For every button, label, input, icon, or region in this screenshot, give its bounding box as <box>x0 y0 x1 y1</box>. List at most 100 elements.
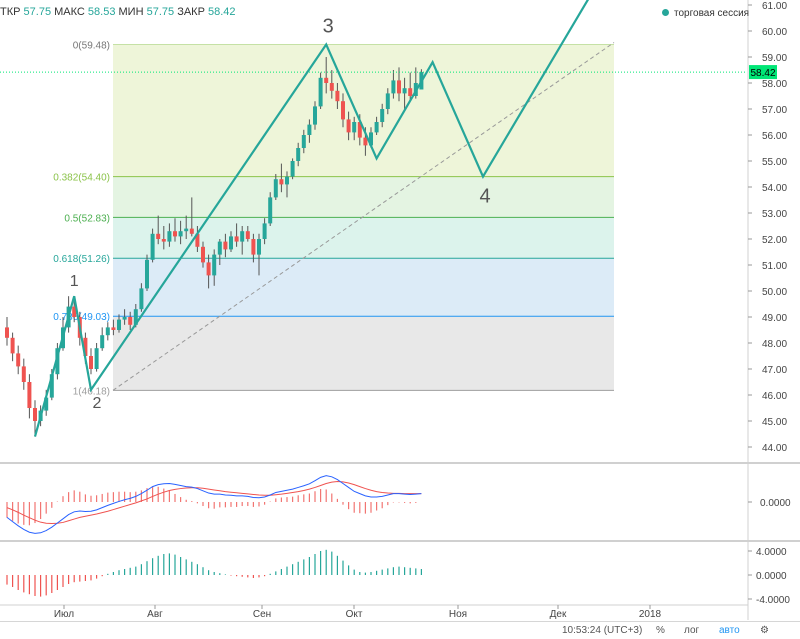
candle-body-27 <box>156 233 161 239</box>
candle-body-24 <box>139 288 144 310</box>
time-tick-label-6: 2018 <box>639 609 662 620</box>
price-tick-label-14: 58.00 <box>762 79 787 90</box>
candle-body-0 <box>5 327 9 338</box>
candle-body-25 <box>145 259 149 289</box>
fib-level-label-0: 0(59.48) <box>73 41 110 52</box>
fib-level-label-2: 0.5(52.83) <box>64 213 110 224</box>
candle-body-70 <box>397 80 401 94</box>
low-value: 57.75 <box>146 6 175 18</box>
fib-zone-3 <box>113 258 614 317</box>
candle-body-54 <box>307 124 312 135</box>
low-label: МИН <box>118 6 144 18</box>
candle-body-52 <box>296 148 301 161</box>
candle-body-48 <box>273 179 278 198</box>
signal-line <box>6 481 422 525</box>
candle-body-47 <box>268 197 273 224</box>
candle-body-67 <box>380 109 385 122</box>
last-price-badge-label: 58.42 <box>750 68 775 79</box>
candle-body-20 <box>117 319 121 330</box>
price-tick-label-9: 53.00 <box>762 209 787 220</box>
candle-body-2 <box>16 353 21 367</box>
price-tick-label-13: 57.00 <box>762 105 787 116</box>
candle-body-23 <box>133 309 138 325</box>
time-tick-label-4: Ноя <box>449 609 467 620</box>
price-tick-label-16: 60.00 <box>762 27 787 38</box>
candle-body-56 <box>318 77 323 107</box>
candle-body-26 <box>150 233 155 260</box>
candle-body-68 <box>385 93 390 109</box>
candle-body-58 <box>329 83 334 91</box>
candle-body-39 <box>223 241 228 250</box>
session-indicator: торговая сессия <box>662 8 749 19</box>
fib-level-label-3: 0.618(51.26) <box>53 254 110 265</box>
candle-body-37 <box>212 254 217 276</box>
elliott-wave-line <box>33 0 590 437</box>
price-tick-label-3: 47.00 <box>762 365 787 376</box>
candle-body-12 <box>72 306 77 317</box>
price-tick-label-2: 46.00 <box>762 391 787 402</box>
candle-body-5 <box>33 408 37 421</box>
candle-body-41 <box>234 236 239 242</box>
price-tick-label-0: 44.00 <box>762 443 787 454</box>
candle-body-46 <box>262 223 267 239</box>
price-tick-label-6: 50.00 <box>762 287 787 298</box>
candle-body-7 <box>44 397 49 411</box>
candle-body-34 <box>195 233 200 247</box>
clock-display: 10:53:24 (UTC+3) <box>562 625 643 636</box>
open-label: ТКР <box>0 6 21 18</box>
candle-body-51 <box>290 161 295 177</box>
time-tick-label-3: Окт <box>346 609 363 620</box>
settings-gear-icon[interactable]: ⚙ <box>760 625 769 636</box>
price-tick-label-4: 48.00 <box>762 339 787 350</box>
candle-body-30 <box>173 231 177 237</box>
auto-scale-toggle[interactable]: авто <box>719 625 740 636</box>
candle-body-35 <box>201 246 205 263</box>
candle-body-57 <box>324 77 329 83</box>
session-label: торговая сессия <box>674 8 750 19</box>
candle-body-49 <box>279 179 284 185</box>
osc-tick-label-2: -4.0000 <box>756 595 790 606</box>
fib-level-label-5: 1(46.18) <box>73 386 110 397</box>
candle-body-40 <box>229 236 233 250</box>
percent-scale-toggle[interactable]: % <box>656 625 665 636</box>
wave-label-3: 3 <box>323 16 334 38</box>
open-value: 57.75 <box>23 6 52 18</box>
candle-body-53 <box>301 135 306 148</box>
wave-label-1: 1 <box>70 273 79 290</box>
log-scale-toggle[interactable]: лог <box>684 625 700 636</box>
candle-body-38 <box>217 241 222 255</box>
wave-label-4: 4 <box>479 186 490 208</box>
close-value: 58.42 <box>207 6 236 18</box>
high-label: МАКС <box>54 6 85 18</box>
ohlc-legend: ТКР 57.75 МАКС 58.53 МИН 57.75 ЗАКР 58.4… <box>0 0 236 18</box>
price-tick-label-15: 59.00 <box>762 53 787 64</box>
candle-body-17 <box>100 335 105 349</box>
candle-body-29 <box>167 231 172 242</box>
fib-zone-1 <box>113 176 614 218</box>
candle-body-44 <box>251 239 256 255</box>
wave-label-5: 5 <box>594 0 605 4</box>
fib-zone-0 <box>113 44 614 177</box>
candle-body-8 <box>49 374 54 398</box>
candle-body-14 <box>83 337 88 356</box>
candle-body-64 <box>363 137 368 146</box>
candle-body-43 <box>245 231 250 239</box>
candle-body-33 <box>189 228 194 234</box>
candle-body-63 <box>357 122 362 138</box>
candle-body-9 <box>55 348 60 375</box>
macd-line <box>6 475 422 534</box>
price-tick-label-17: 61.00 <box>762 1 787 12</box>
candle-body-42 <box>240 231 245 242</box>
candle-body-65 <box>369 132 373 146</box>
candle-body-45 <box>257 239 261 255</box>
candle-body-62 <box>352 122 357 133</box>
osc-tick-label-0: 4.0000 <box>756 547 787 558</box>
candle-body-15 <box>89 356 93 369</box>
candle-body-60 <box>341 101 345 120</box>
candle-body-1 <box>10 337 15 354</box>
price-tick-label-8: 52.00 <box>762 235 787 246</box>
candle-body-71 <box>402 88 407 94</box>
osc-tick-label-1: 0.0000 <box>756 571 787 582</box>
candle-body-69 <box>391 80 396 94</box>
